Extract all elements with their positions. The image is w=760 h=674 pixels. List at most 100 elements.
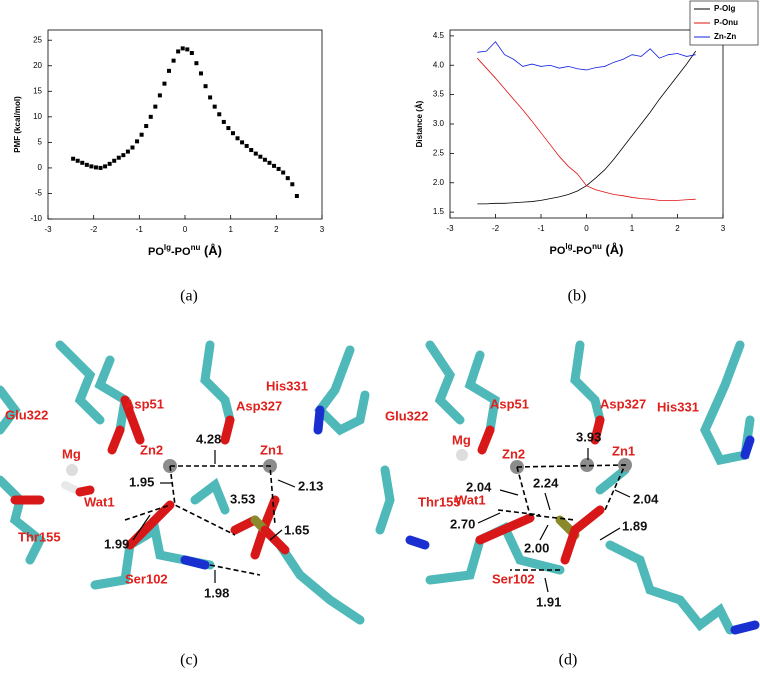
data-point [217,112,222,117]
x-axis-label-part: nu [191,243,201,252]
mg-ion [456,449,468,461]
data-point [84,162,89,167]
oxygen [590,415,605,445]
data-point [189,50,194,55]
x-tick-label: 1 [228,225,233,234]
x-tick-label: 3 [320,225,325,234]
distance-label: 2.13 [298,478,323,493]
zinc-ion [580,458,594,472]
x-tick-label: -3 [446,224,454,233]
data-line [477,50,697,205]
y-tick-label: 2.0 [433,178,445,187]
stick [425,340,465,425]
stick [200,340,235,425]
data-point [285,176,290,181]
data-point [267,160,272,165]
y-tick-label: 20 [33,61,42,70]
stick [605,540,735,635]
caption: (d) [559,652,578,669]
oxygen [107,425,125,455]
arrow [599,527,621,541]
stick [0,385,21,435]
distance-label: 1.91 [536,594,561,609]
distance-label: 2.04 [466,479,492,494]
x-axis-label-part: lg [164,243,171,252]
residue-label: His331 [266,378,308,393]
x-axis-label-part: (Å) [200,243,222,258]
x-tick-label: -3 [44,225,52,234]
stick [375,465,395,535]
distance-label: 2.24 [533,475,559,490]
arrow [477,512,501,524]
arrow [614,489,631,498]
data-point [290,182,295,187]
data-point [203,84,208,89]
data-point [93,165,98,170]
x-tick-label: 2 [274,225,279,234]
arrow [132,514,151,541]
data-point [98,165,103,170]
x-axis-label-part: lg [565,242,572,251]
oxygen [120,395,145,445]
data-point [281,170,286,175]
data-point [221,119,226,124]
data-line [477,41,696,71]
data-point [208,95,213,100]
y-tick-label: 0 [38,163,43,172]
data-point [71,156,76,161]
oxygen [477,425,495,455]
residue-label: Ser102 [492,571,535,586]
legend-label: Zn-Zn [714,32,736,41]
data-point [249,148,254,153]
data-point [125,149,130,154]
data-point [148,114,153,119]
arrow [499,489,519,496]
data-point [162,81,167,86]
x-axis-label: POlg-POnu (Å) [148,243,222,258]
stick [595,465,630,495]
distance-label: 1.89 [622,518,647,533]
x-axis-label-part: (Å) [602,242,624,257]
distance-label: 2.00 [524,540,549,555]
residue-label: Asp327 [236,398,282,413]
x-axis-label-part: -PO [573,245,593,257]
residue-label: Zn2 [502,446,525,461]
x-axis-label-part: nu [592,242,602,251]
data-point [294,194,299,199]
oxygen [125,500,175,550]
stick [190,477,230,515]
residue-label: Thr155 [418,494,461,509]
residue-label: Wat1 [84,494,115,509]
y-tick-label: 3.0 [433,119,445,128]
data-point [240,140,245,145]
x-tick-label: -1 [136,225,144,234]
y-axis-label: Distance (Å) [415,100,424,147]
residue-label: Zn1 [612,443,635,458]
data-point [262,157,267,162]
residue-label: Glu322 [385,408,428,423]
data-point [135,139,140,144]
nitrogen [730,620,760,635]
nitrogen [180,555,210,570]
residue-label: Asp327 [600,396,646,411]
y-tick-label: 1.5 [433,207,445,216]
oxygen [260,525,290,555]
data-line [477,57,696,201]
data-point [212,104,217,109]
x-tick-label: -2 [90,225,98,234]
data-point [180,46,185,51]
stick [275,540,365,625]
distance-label: 1.98 [204,585,229,600]
data-point [153,104,158,109]
data-point [144,124,149,129]
stick [0,475,46,565]
data-point [185,47,190,52]
arrow [544,577,549,593]
data-point [116,155,121,160]
stick [55,340,105,425]
contact [516,464,627,511]
caption: (b) [568,288,587,305]
y-tick-label: 3.5 [433,90,445,99]
stick [94,355,130,435]
water-o [75,485,95,497]
